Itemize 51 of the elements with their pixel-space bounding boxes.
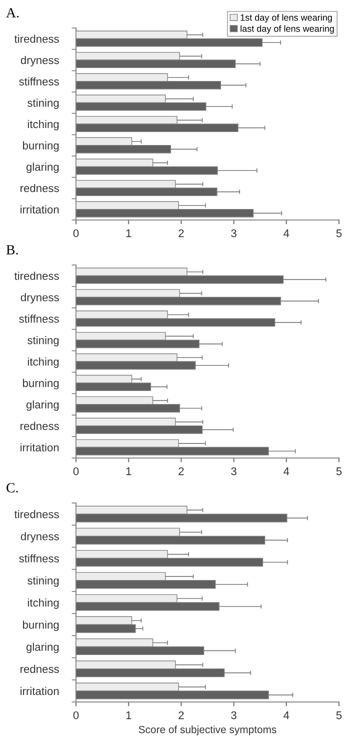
y-tick-label: redness bbox=[20, 184, 59, 192]
x-tick-label: 1 bbox=[126, 467, 132, 476]
x-tick-label: 5 bbox=[336, 467, 342, 476]
x-tick-label: 3 bbox=[231, 711, 236, 720]
y-tick-label: redness bbox=[20, 422, 59, 430]
y-tick-label: glaring bbox=[26, 400, 59, 411]
y-tick-label: tiredness bbox=[14, 34, 59, 43]
x-tick-label: 1 bbox=[126, 711, 132, 720]
y-tick-label: tiredness bbox=[14, 510, 59, 518]
y-tick-label: stining bbox=[28, 576, 59, 587]
chart-title: A. bbox=[6, 8, 19, 18]
x-tick-label: 3 bbox=[231, 229, 236, 238]
y-tick-label: redness bbox=[20, 664, 59, 673]
x-tick-label: 4 bbox=[284, 467, 290, 476]
y-tick-label: stining bbox=[28, 98, 59, 109]
x-tick-label: 2 bbox=[178, 229, 184, 238]
y-tick-label: dryness bbox=[20, 532, 59, 542]
chart-title: C. bbox=[6, 483, 18, 493]
y-tick-label: glaring bbox=[26, 642, 59, 654]
x-tick-label: 1 bbox=[126, 229, 132, 238]
x-tick-label: 2 bbox=[178, 711, 184, 720]
y-tick-label: irritation bbox=[20, 205, 59, 214]
y-tick-label: stiffness bbox=[19, 77, 59, 86]
x-tick-label: 0 bbox=[73, 229, 79, 238]
x-tick-label: 5 bbox=[336, 711, 342, 720]
y-tick-label: dryness bbox=[20, 293, 59, 304]
y-tick-label: irritation bbox=[20, 686, 59, 696]
y-tick-label: glaring bbox=[26, 162, 59, 173]
legend-label: last day of lens wearing bbox=[240, 25, 334, 34]
x-tick-label: 0 bbox=[73, 711, 79, 720]
x-tick-label: 5 bbox=[336, 229, 342, 238]
y-tick-label: itching bbox=[28, 598, 59, 609]
chart-title: B. bbox=[6, 245, 18, 255]
x-tick-label: 4 bbox=[284, 711, 290, 720]
y-tick-label: burning bbox=[22, 620, 59, 631]
x-axis-title: Score of subjective symptoms bbox=[138, 726, 276, 736]
legend-label: 1st day of lens wearing bbox=[240, 14, 332, 23]
x-tick-label: 4 bbox=[284, 229, 290, 238]
y-tick-label: dryness bbox=[20, 56, 59, 66]
y-tick-label: stiffness bbox=[19, 314, 59, 323]
y-tick-label: itching bbox=[28, 120, 59, 130]
x-tick-label: 0 bbox=[73, 467, 79, 476]
y-tick-label: irritation bbox=[20, 443, 59, 452]
y-tick-label: burning bbox=[22, 141, 59, 152]
y-tick-label: stiffness bbox=[19, 554, 59, 562]
y-tick-label: tiredness bbox=[14, 272, 59, 280]
x-tick-label: 3 bbox=[231, 467, 236, 476]
y-tick-label: stining bbox=[28, 336, 59, 346]
y-tick-label: itching bbox=[28, 357, 59, 368]
y-tick-label: burning bbox=[22, 378, 59, 390]
x-tick-label: 2 bbox=[178, 467, 184, 476]
